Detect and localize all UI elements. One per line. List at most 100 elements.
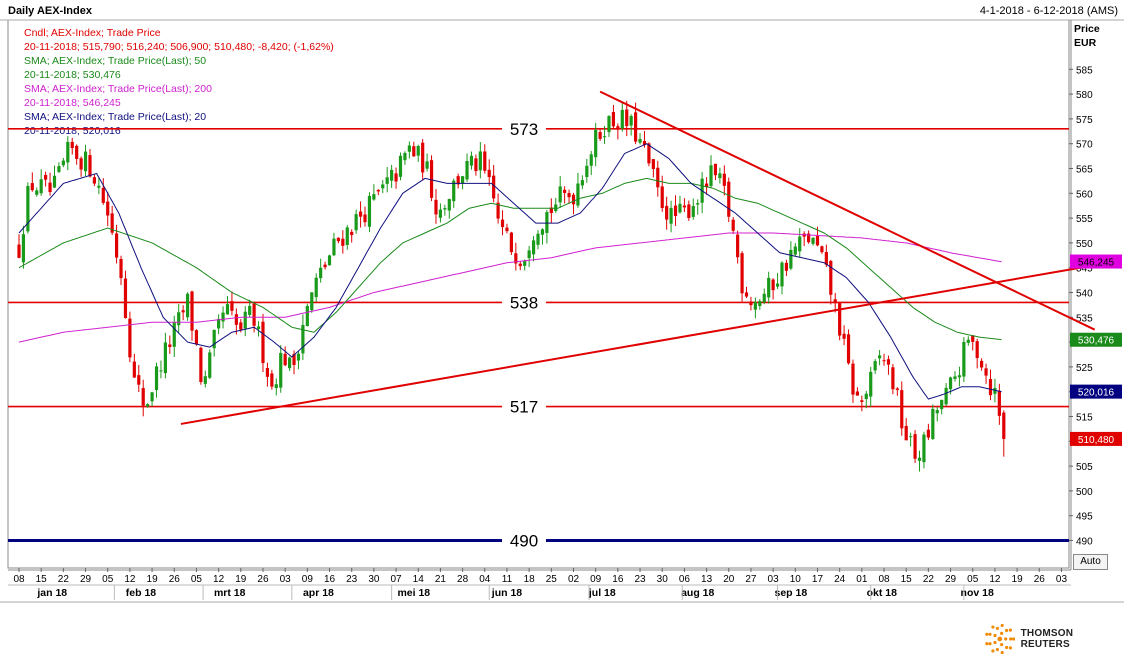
candle-body <box>598 132 602 139</box>
x-tick-label: 13 <box>701 574 713 585</box>
candle-body <box>119 258 123 279</box>
logo-dot <box>1000 624 1004 627</box>
candle-body <box>443 208 447 210</box>
x-month-label: jan 18 <box>36 587 67 599</box>
x-tick-label: 22 <box>923 574 935 585</box>
logo-dot <box>988 642 992 646</box>
y-tick-label: 535 <box>1076 313 1093 324</box>
candle-body <box>860 400 864 403</box>
price-tag-label: 546,245 <box>1078 258 1115 269</box>
logo-dot <box>1005 645 1009 650</box>
candle-body <box>159 370 163 372</box>
candle-body <box>625 109 629 127</box>
x-tick-label: 05 <box>191 574 203 585</box>
candle-body <box>456 176 460 185</box>
candle-body <box>367 195 372 227</box>
y-tick-label: 500 <box>1076 487 1093 498</box>
candle-body <box>762 293 766 303</box>
x-month-label: sep 18 <box>775 587 808 599</box>
candle-body <box>660 186 664 208</box>
x-month-label: mei 18 <box>397 587 430 599</box>
x-tick-label: 15 <box>36 574 48 585</box>
price-tag-label: 520,016 <box>1078 388 1115 399</box>
candle-body <box>1002 412 1006 439</box>
candle-body <box>469 155 474 166</box>
logo-dot <box>985 642 989 646</box>
x-month-label: jun 18 <box>491 587 523 599</box>
thomson-reuters-logo: THOMSON REUTERS <box>985 624 1124 654</box>
candle-body <box>123 278 128 319</box>
candle-body <box>199 347 203 382</box>
candle-body <box>314 277 318 298</box>
candle-body <box>61 160 65 166</box>
candle-body <box>580 180 584 186</box>
candle-body <box>323 264 327 268</box>
candle-body <box>128 318 132 358</box>
candle-body <box>758 301 762 307</box>
y-tick-label: 580 <box>1076 90 1093 101</box>
candle-body <box>21 234 26 263</box>
sma200-line <box>18 232 1002 343</box>
logo-dot <box>1004 637 1008 641</box>
candle-body <box>988 379 993 396</box>
candle-body <box>642 141 647 146</box>
candle-body <box>132 361 136 378</box>
x-tick-label: 26 <box>257 574 269 585</box>
candle-body <box>305 305 309 326</box>
y-tick-label: 495 <box>1076 512 1093 523</box>
candle-body <box>452 180 456 202</box>
candle-body <box>549 207 553 214</box>
candle-body <box>900 390 904 429</box>
y-tick-label: 540 <box>1076 289 1093 300</box>
candle-body <box>869 371 873 397</box>
logo-text: THOMSON REUTERS <box>1020 628 1074 650</box>
x-tick-label: 02 <box>568 574 580 585</box>
x-tick-label: 04 <box>479 574 491 585</box>
candle-body <box>163 342 167 374</box>
x-month-label: aug 18 <box>681 587 714 599</box>
logo-dot <box>1005 628 1009 633</box>
candle-body <box>718 173 722 179</box>
x-tick-label: 29 <box>945 574 957 585</box>
sma50-line <box>18 177 1002 341</box>
logo-dot <box>1000 631 1004 635</box>
legend-line: 20-11-2018; 530,476 <box>24 69 121 81</box>
candle-body <box>784 262 789 271</box>
candle-body <box>571 194 576 205</box>
candle-body <box>740 253 744 294</box>
candle-body <box>403 152 407 161</box>
candle-body <box>265 368 270 377</box>
level-490-label: 490 <box>510 532 538 551</box>
x-tick-label: 27 <box>745 574 757 585</box>
legend-line: 20-11-2018; 546,245 <box>24 97 121 109</box>
x-tick-label: 17 <box>812 574 824 585</box>
y-tick-label: 505 <box>1076 462 1093 473</box>
auto-scale-button[interactable]: Auto <box>1073 554 1108 570</box>
level-517-label: 517 <box>510 398 538 417</box>
candle-body <box>709 165 713 187</box>
logo-dot <box>985 632 989 636</box>
candle-body <box>194 330 199 345</box>
x-tick-label: 08 <box>878 574 890 585</box>
candle-body <box>882 360 886 362</box>
candle-body <box>682 205 686 208</box>
price-tag <box>1070 254 1122 269</box>
candle-body <box>993 387 997 394</box>
candle-body <box>434 199 438 215</box>
candle-body <box>341 238 345 246</box>
candle-body <box>620 109 624 129</box>
candle-body <box>855 391 860 396</box>
candle-body <box>824 252 828 265</box>
candle-body <box>114 233 119 258</box>
candle-body <box>940 399 944 410</box>
x-tick-label: 19 <box>235 574 247 585</box>
y-tick-label: 525 <box>1076 363 1093 374</box>
y-tick-label: 560 <box>1076 189 1093 200</box>
candle-body <box>913 434 917 459</box>
candle-body <box>505 227 509 232</box>
candle-body <box>39 179 43 194</box>
candle-body <box>576 183 580 206</box>
candle-body <box>607 116 611 133</box>
candle-body <box>713 163 718 176</box>
